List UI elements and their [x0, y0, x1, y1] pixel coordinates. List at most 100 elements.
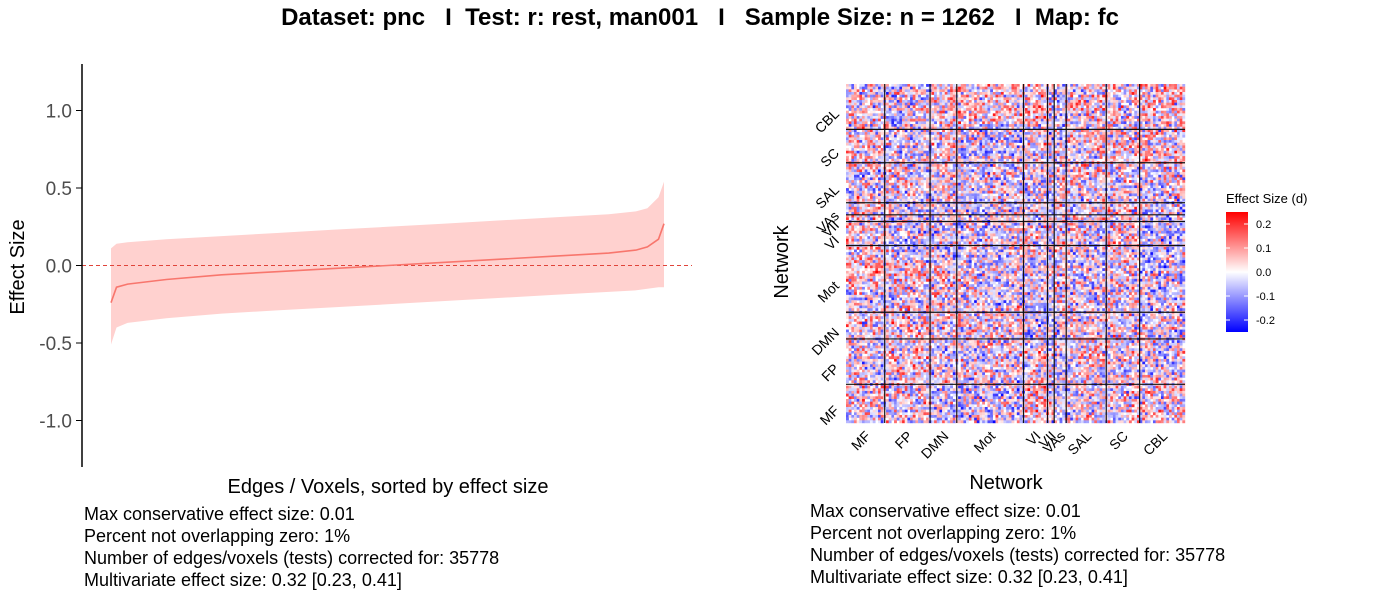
heatmap-cell [1070, 89, 1074, 93]
heatmap-cell [1067, 110, 1071, 114]
heatmap-cell [1051, 137, 1055, 141]
heatmap-cell [1014, 190, 1018, 194]
heatmap-cell [1040, 105, 1044, 109]
heatmap-cell [888, 124, 892, 127]
heatmap-cell [998, 164, 1002, 167]
heatmap-cell [1099, 196, 1103, 199]
heatmap-cell [1118, 164, 1122, 167]
heatmap-cell [1038, 142, 1042, 146]
heatmap-cell [934, 190, 937, 194]
heatmap-cell [1008, 97, 1012, 101]
heatmap-cell [1176, 188, 1180, 191]
heatmap-cell [1096, 142, 1100, 146]
heatmap-cell [1091, 124, 1095, 127]
heatmap-cell [1118, 148, 1122, 151]
heatmap-cell [1030, 94, 1034, 98]
heatmap-cell [1048, 164, 1052, 167]
heatmap-cell [1075, 193, 1079, 197]
heatmap-cell [856, 188, 860, 191]
x-axis-label: Edges / Voxels, sorted by effect size [228, 476, 549, 498]
heatmap-cell [984, 124, 988, 127]
heatmap-cell [1094, 129, 1098, 133]
heatmap-cell [1144, 92, 1148, 95]
heatmap-cell [1168, 100, 1172, 103]
heatmap-cell [1038, 89, 1042, 93]
heatmap-cell [1147, 137, 1151, 141]
heatmap-cell [1014, 172, 1018, 175]
heatmap-cell [1107, 196, 1111, 199]
heatmap-cell [1120, 153, 1124, 157]
heatmap-cell [1107, 121, 1111, 125]
heatmap-cell [990, 84, 994, 87]
heatmap-cell [1168, 105, 1172, 109]
heatmap-cell [1051, 134, 1055, 138]
heatmap-cell [1096, 108, 1100, 111]
heatmap-cell [1102, 148, 1106, 151]
heatmap-cell [1038, 92, 1042, 95]
heatmap-cell [1163, 153, 1167, 157]
heatmap-cell [1155, 177, 1159, 181]
heatmap-cell [1136, 132, 1140, 135]
heatmap-cell [880, 102, 884, 106]
heatmap-cell [1000, 172, 1004, 175]
heatmap-cell [974, 134, 977, 138]
heatmap-cell [872, 84, 876, 87]
heatmap-cell [1006, 182, 1010, 186]
heatmap-cell [1126, 140, 1130, 143]
heatmap-cell [902, 156, 905, 159]
heatmap-cell [1142, 142, 1146, 146]
heatmap-cell [1006, 142, 1010, 146]
heatmap-cell [1182, 89, 1186, 93]
heatmap-cell [1158, 142, 1162, 146]
heatmap-cell [1102, 137, 1106, 141]
heatmap-cell [920, 116, 924, 119]
heatmap-cell [1176, 108, 1180, 111]
heatmap-cell [936, 145, 940, 149]
heatmap-cell [1080, 124, 1084, 127]
heatmap-cell [1120, 166, 1124, 170]
heatmap-cell [1024, 142, 1028, 146]
heatmap-cell [1171, 102, 1175, 106]
heatmap-cell [894, 89, 897, 93]
heatmap-cell [942, 84, 945, 87]
heatmap-cell [1048, 180, 1052, 183]
heatmap-cell [1142, 196, 1146, 199]
heatmap-cell [960, 97, 964, 101]
heatmap-cell [1110, 180, 1114, 183]
heatmap-cell [1070, 129, 1074, 133]
heatmap-cell [1016, 172, 1020, 175]
heatmap-cell [968, 153, 972, 157]
heatmap-cell [1083, 158, 1087, 162]
heatmap-cell [1027, 86, 1031, 90]
heatmap-cell [1139, 182, 1143, 186]
heatmap-cell [1150, 121, 1154, 125]
heatmap-cell [1128, 102, 1132, 106]
heatmap-cell [851, 140, 855, 143]
heatmap-cell [990, 100, 994, 103]
heatmap-cell [1038, 129, 1042, 133]
heatmap-cell [987, 193, 991, 197]
heatmap-cell [907, 89, 911, 93]
heatmap-cell [902, 105, 905, 109]
heatmap-cell [1003, 196, 1007, 199]
heatmap-cell [1168, 110, 1172, 114]
heatmap-cell [934, 156, 937, 159]
heatmap-cell [1030, 153, 1034, 157]
heatmap-cell [899, 198, 903, 202]
heatmap-cell [1158, 196, 1162, 199]
heatmap-cell [1032, 188, 1036, 191]
heatmap-cell [1024, 153, 1028, 157]
heatmap-cell [944, 89, 948, 93]
heatmap-cell [923, 150, 927, 154]
heatmap-cell [904, 177, 908, 181]
heatmap-cell [987, 129, 991, 133]
heatmap-cell [1152, 110, 1156, 114]
heatmap-cell [1107, 94, 1111, 98]
heatmap-cell [894, 180, 897, 183]
heatmap-cell [958, 89, 961, 93]
heatmap-cell [880, 116, 884, 119]
heatmap-cell [870, 86, 873, 90]
heatmap-cell [918, 118, 921, 122]
heatmap-cell [1016, 121, 1020, 125]
heatmap-cell [1144, 196, 1148, 199]
